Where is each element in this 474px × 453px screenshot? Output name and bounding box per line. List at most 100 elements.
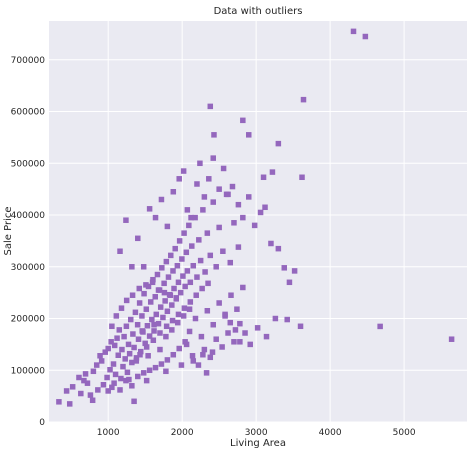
data-point [240,284,246,291]
data-point [133,358,140,364]
data-point [232,327,239,333]
data-point [189,353,196,359]
data-point [173,295,179,301]
data-point [167,292,174,298]
data-point [269,169,276,175]
data-point [134,321,141,328]
data-point [300,96,307,103]
y-tick-label: 700000 [11,56,46,66]
data-point [110,361,117,367]
data-point [151,328,157,334]
data-point [155,320,162,327]
data-point [175,279,182,286]
data-point [157,304,164,310]
data-point [145,353,151,359]
data-point [225,191,231,198]
data-point [184,207,191,213]
data-point [159,265,165,271]
data-point [105,388,111,394]
data-point [132,309,139,316]
data-point [78,390,84,397]
data-point [284,316,290,323]
data-point [137,351,143,358]
data-point [170,268,176,274]
data-point [169,327,175,333]
data-point [183,249,190,256]
data-point [66,401,73,407]
data-point [234,306,240,312]
data-point [181,230,187,236]
data-point [111,380,117,386]
data-point [162,298,168,304]
data-point [240,214,246,221]
data-point [275,245,282,252]
data-point [82,371,89,377]
data-point [146,333,153,339]
data-point [220,248,226,254]
data-point [251,222,258,229]
data-point [84,380,91,386]
data-point [187,299,194,305]
data-point [136,285,143,292]
data-point [140,264,147,270]
data-point [154,271,161,278]
data-point [147,299,154,305]
data-point [164,308,171,315]
data-point [231,220,237,226]
y-tick-label: 200000 [11,315,46,325]
data-point [350,28,357,35]
data-point [158,196,165,203]
data-point [362,33,369,40]
x-tick-label: 2000 [171,428,194,438]
data-point [225,330,231,336]
y-axis-label: Sale Price [3,207,14,256]
data-point [201,346,208,353]
data-point [152,294,158,300]
data-point [89,397,96,404]
data-point [164,357,171,363]
x-tick-label: 4000 [319,428,342,438]
data-point [299,174,305,181]
data-point [180,313,187,319]
data-point [160,314,166,321]
data-point [95,387,101,393]
data-point [174,319,181,326]
data-point [69,384,76,390]
data-point [180,273,186,279]
data-point [141,290,147,297]
data-point [143,344,150,350]
data-point [102,349,108,355]
data-point [131,344,137,351]
data-point [213,264,219,270]
data-point [123,377,129,384]
data-point [123,297,130,304]
data-point [201,194,208,200]
data-point [98,358,105,364]
data-point [140,370,147,376]
data-point [219,344,225,350]
data-point [116,327,123,333]
data-point [246,132,252,138]
data-point [246,194,252,200]
data-point [189,243,195,249]
data-point [169,302,175,308]
data-point [122,356,128,362]
data-point [87,392,94,398]
data-point [186,328,193,335]
data-point [143,282,149,288]
data-point [118,305,125,311]
data-point [207,354,214,361]
data-point [188,214,194,221]
data-point [155,287,162,293]
data-point [126,376,132,383]
data-point [135,235,141,242]
data-point [114,335,120,341]
data-point [105,345,111,352]
data-point [146,367,153,374]
data-point [268,240,274,247]
data-point [186,222,192,229]
data-point [198,333,205,340]
data-point [205,280,211,287]
data-point [133,355,140,361]
